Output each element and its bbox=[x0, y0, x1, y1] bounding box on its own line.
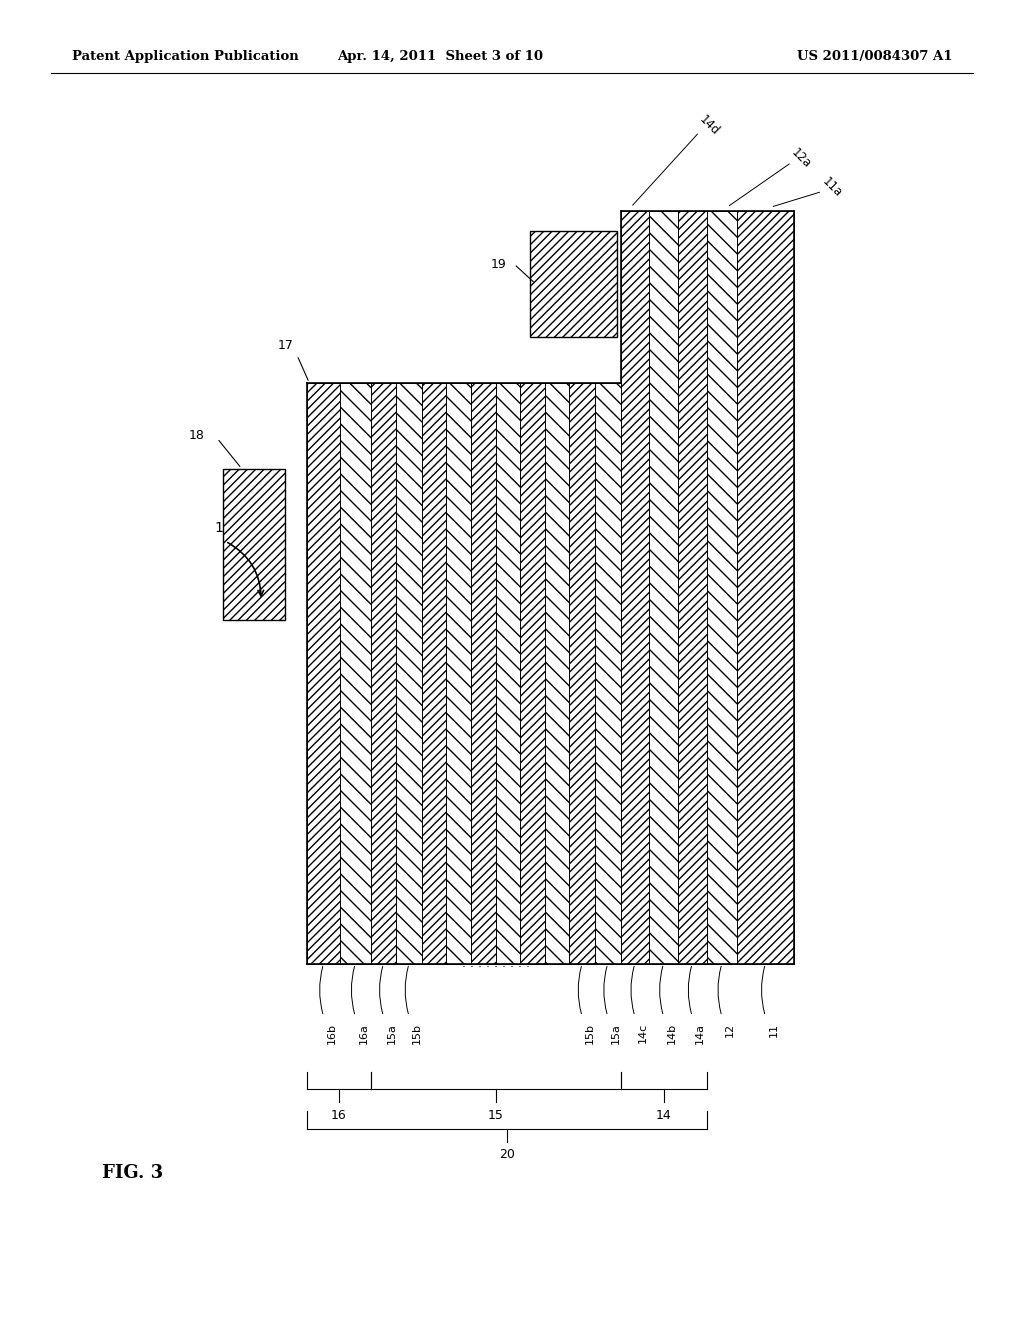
Text: 14b: 14b bbox=[667, 1023, 677, 1044]
Bar bbox=[307, 383, 340, 964]
Bar bbox=[530, 231, 617, 337]
Bar bbox=[649, 211, 678, 964]
Bar bbox=[422, 383, 446, 964]
Text: 18: 18 bbox=[188, 429, 205, 442]
Bar bbox=[471, 383, 496, 964]
Text: Patent Application Publication: Patent Application Publication bbox=[72, 50, 298, 63]
Bar bbox=[545, 383, 569, 964]
Bar bbox=[396, 383, 422, 964]
Text: 14d: 14d bbox=[696, 112, 722, 139]
Text: 20: 20 bbox=[499, 1148, 515, 1162]
Text: 11: 11 bbox=[768, 1023, 778, 1038]
Bar bbox=[371, 383, 396, 964]
Bar bbox=[340, 383, 371, 964]
Text: 15b: 15b bbox=[412, 1023, 422, 1044]
Bar bbox=[678, 211, 707, 964]
Bar bbox=[496, 383, 520, 964]
Text: 16: 16 bbox=[331, 1109, 347, 1122]
Text: 14a: 14a bbox=[695, 1023, 706, 1044]
Text: 1: 1 bbox=[214, 520, 223, 535]
Text: 14c: 14c bbox=[638, 1023, 648, 1043]
Text: 12a: 12a bbox=[788, 147, 813, 170]
Text: 11a: 11a bbox=[819, 176, 844, 199]
Text: 15: 15 bbox=[487, 1109, 504, 1122]
Bar bbox=[569, 383, 595, 964]
Text: 16a: 16a bbox=[358, 1023, 369, 1044]
Bar bbox=[621, 211, 649, 964]
Text: 17: 17 bbox=[278, 339, 294, 352]
Text: 19: 19 bbox=[492, 257, 507, 271]
Bar bbox=[707, 211, 737, 964]
Text: 15a: 15a bbox=[387, 1023, 396, 1044]
Bar bbox=[223, 469, 285, 620]
Text: 12: 12 bbox=[725, 1023, 735, 1038]
Text: 16b: 16b bbox=[327, 1023, 337, 1044]
Bar bbox=[737, 211, 794, 964]
Text: 14: 14 bbox=[655, 1109, 672, 1122]
Text: 15a: 15a bbox=[610, 1023, 621, 1044]
Text: FIG. 3: FIG. 3 bbox=[102, 1164, 164, 1183]
Bar bbox=[446, 383, 471, 964]
Text: US 2011/0084307 A1: US 2011/0084307 A1 bbox=[797, 50, 952, 63]
Text: 15b: 15b bbox=[586, 1023, 595, 1044]
Text: Apr. 14, 2011  Sheet 3 of 10: Apr. 14, 2011 Sheet 3 of 10 bbox=[337, 50, 544, 63]
Text: . . . . . . . . .: . . . . . . . . . bbox=[462, 957, 529, 970]
Bar bbox=[520, 383, 545, 964]
Bar bbox=[595, 383, 621, 964]
